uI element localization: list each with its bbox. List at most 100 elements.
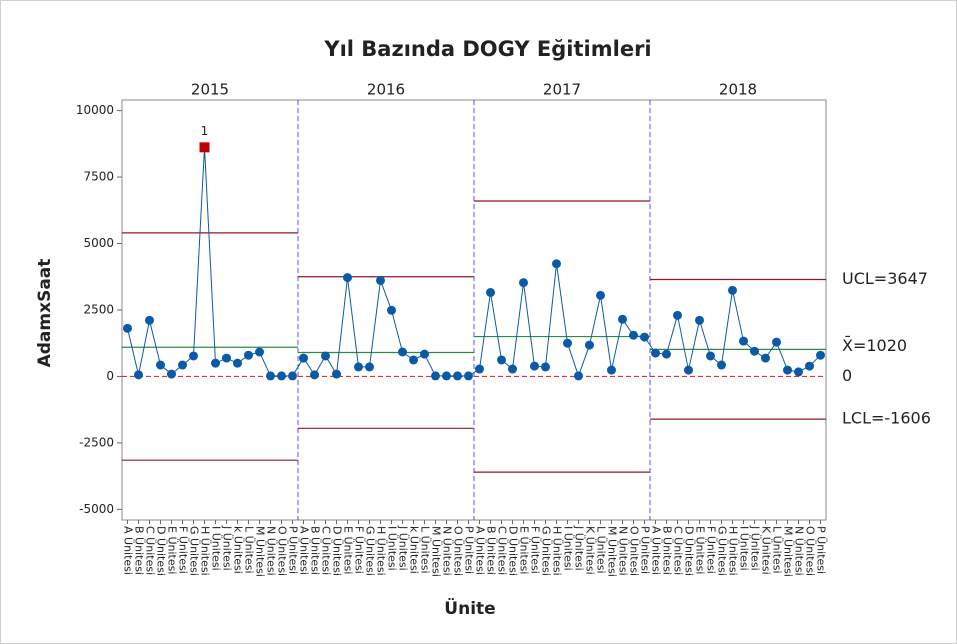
x-tick-label: E Ünitesi	[166, 526, 179, 574]
x-tick-label: K Ünitesi	[584, 526, 597, 575]
y-tick-label: 10000	[76, 103, 114, 117]
data-point	[541, 362, 550, 372]
data-point	[706, 351, 715, 361]
x-tick-label: A Ünitesi	[650, 526, 663, 575]
data-point	[321, 351, 330, 361]
x-tick-label: I Ünitesi	[210, 526, 223, 571]
x-tick-label: D Ünitesi	[155, 526, 168, 576]
x-tick-label: E Ünitesi	[342, 526, 355, 574]
x-tick-label: L Ünitesi	[595, 526, 608, 574]
data-point	[398, 347, 407, 357]
data-point	[387, 305, 396, 315]
data-point	[343, 273, 352, 283]
x-tick-label: N Ünitesi	[441, 526, 454, 576]
flag-label: 1	[201, 124, 209, 138]
x-tick-label: I Ünitesi	[562, 526, 575, 571]
data-point	[167, 369, 176, 379]
data-point	[816, 350, 825, 360]
x-tick-label: N Ünitesi	[265, 526, 278, 576]
data-point	[596, 290, 605, 300]
data-point	[530, 361, 539, 371]
x-tick-label: G Ünitesi	[188, 526, 201, 576]
x-tick-label: F Ünitesi	[177, 526, 190, 574]
x-tick-label: O Ünitesi	[628, 526, 641, 576]
data-point	[178, 360, 187, 370]
x-axis-label: Ünite	[444, 597, 495, 619]
x-tick-label: A Ünitesi	[122, 526, 135, 575]
x-tick-label: k Ünitesi	[408, 526, 421, 574]
x-tick-label: L Ünitesi	[419, 526, 432, 574]
data-point	[145, 315, 154, 325]
y-tick-label: 0	[106, 369, 114, 383]
data-point	[794, 367, 803, 377]
stage-label: 2016	[367, 81, 405, 99]
data-line	[127, 147, 821, 378]
data-point	[574, 371, 583, 381]
x-tick-label: H Ünitesi	[375, 526, 388, 576]
data-point	[233, 358, 242, 368]
data-point	[662, 349, 671, 359]
x-tick-label: D Ünitesi	[507, 526, 520, 576]
data-point	[409, 355, 418, 365]
x-tick-label: D Ünitesi	[683, 526, 696, 576]
data-point	[310, 370, 319, 380]
x-tick-label: F Ünitesi	[529, 526, 542, 574]
x-tick-label: H Ünitesi	[727, 526, 740, 576]
data-point	[134, 370, 143, 380]
x-tick-label: G Ünitesi	[364, 526, 377, 576]
data-point	[761, 353, 770, 363]
data-point	[717, 360, 726, 370]
x-tick-label: J Ünitesi	[397, 525, 410, 571]
data-point	[453, 371, 462, 381]
x-tick-label: B Ünitesi	[309, 526, 322, 575]
data-point	[783, 365, 792, 375]
x-tick-label: K Ünitesi	[760, 526, 773, 575]
data-point	[332, 369, 341, 379]
data-point	[772, 337, 781, 347]
x-tick-label: M Ünitesi	[254, 526, 267, 577]
x-tick-label: I Ünitesi	[386, 526, 399, 571]
lcl-label: LCL=-1606	[842, 409, 931, 428]
x-tick-label: C Ünitesi	[144, 526, 157, 575]
data-point	[244, 350, 253, 360]
data-point	[189, 351, 198, 361]
y-tick-label: 5000	[83, 236, 114, 250]
data-point	[739, 336, 748, 346]
stage-label: 2017	[543, 81, 581, 99]
data-point	[288, 371, 297, 381]
x-tick-label: F Ünitesi	[353, 526, 366, 574]
flagged-point	[199, 142, 210, 153]
data-point	[211, 358, 220, 368]
reference-label: 0	[842, 366, 852, 385]
data-point	[156, 360, 165, 370]
data-point	[497, 355, 506, 365]
x-tick-label: J Ünitesi	[573, 525, 586, 571]
data-point	[618, 314, 627, 324]
x-tick-label: F Ünitesi	[705, 526, 718, 574]
data-point	[442, 371, 451, 381]
data-point	[299, 353, 308, 363]
data-point	[431, 371, 440, 381]
stage-label: 2018	[719, 81, 757, 99]
data-point	[629, 330, 638, 340]
data-point	[266, 371, 275, 381]
x-tick-label: B Ünitesi	[485, 526, 498, 575]
data-point	[585, 340, 594, 350]
data-point	[508, 364, 517, 374]
data-point	[651, 348, 660, 358]
x-tick-label: M Ünitesi	[782, 526, 795, 577]
x-tick-label: A Ünitesi	[474, 526, 487, 575]
x-tick-label: B Ünitesi	[661, 526, 674, 575]
data-point	[805, 361, 814, 371]
x-tick-label: k Ünitesi	[232, 526, 245, 574]
data-point	[475, 364, 484, 374]
x-tick-label: I Ünitesi	[738, 526, 751, 571]
x-tick-label: O Ünitesi	[276, 526, 289, 576]
data-point	[222, 353, 231, 363]
x-tick-label: L Ünitesi	[771, 526, 784, 574]
data-point	[365, 362, 374, 372]
data-point	[640, 332, 649, 342]
data-point	[563, 338, 572, 348]
